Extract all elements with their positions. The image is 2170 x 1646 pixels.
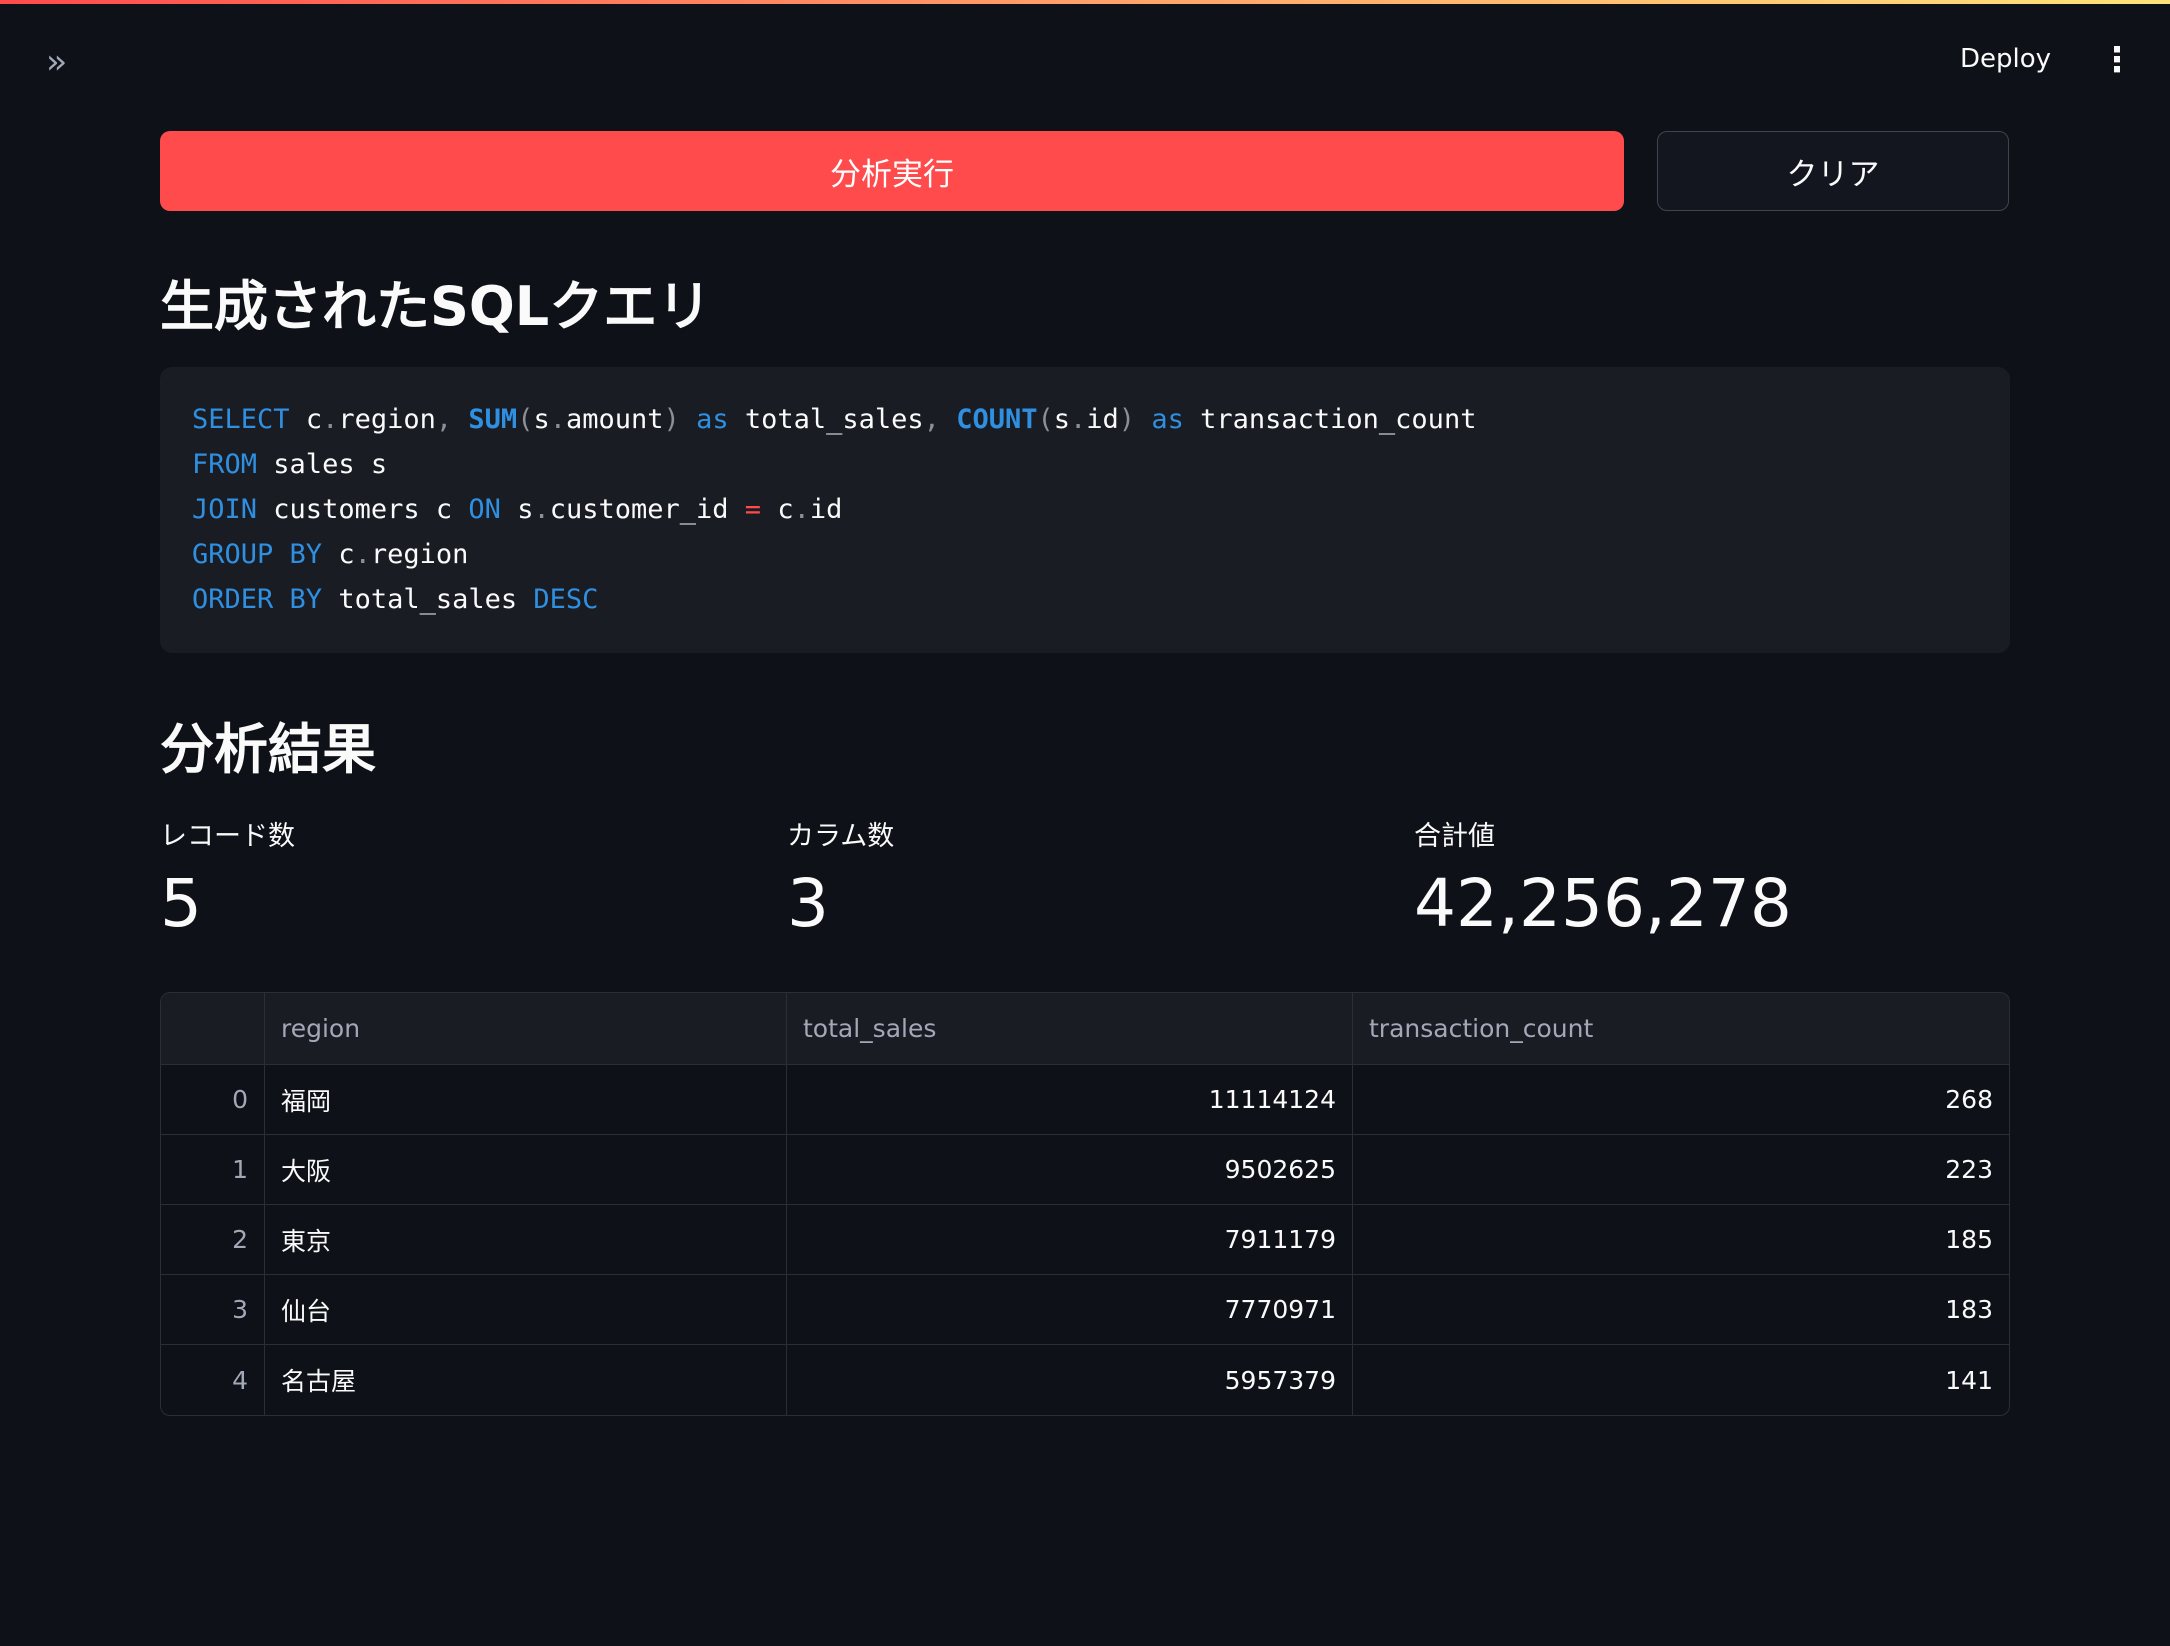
- cell-region[interactable]: 大阪: [265, 1135, 787, 1205]
- code-line: SELECT c.region, SUM(s.amount) as total_…: [192, 404, 1477, 435]
- cell-region[interactable]: 福岡: [265, 1065, 787, 1135]
- cell-total-sales[interactable]: 7770971: [787, 1275, 1353, 1345]
- row-index[interactable]: 2: [161, 1205, 265, 1275]
- column-header-index[interactable]: [161, 993, 265, 1065]
- cell-region[interactable]: 東京: [265, 1205, 787, 1275]
- double-chevron-right-icon[interactable]: ››: [46, 42, 67, 82]
- code-line: FROM sales s: [192, 449, 388, 480]
- sql-code-block: SELECT c.region, SUM(s.amount) as total_…: [160, 367, 2010, 653]
- table-row[interactable]: 1 大阪 9502625 223: [161, 1135, 2009, 1205]
- metric-value: 5: [160, 865, 202, 942]
- cell-total-sales[interactable]: 11114124: [787, 1065, 1353, 1135]
- cell-transaction-count[interactable]: 183: [1353, 1275, 2009, 1345]
- column-header-region[interactable]: region: [265, 993, 787, 1065]
- row-index[interactable]: 1: [161, 1135, 265, 1205]
- cell-total-sales[interactable]: 7911179: [787, 1205, 1353, 1275]
- top-decoration-bar: [0, 0, 2170, 4]
- cell-region[interactable]: 仙台: [265, 1275, 787, 1345]
- code-line: ORDER BY total_sales DESC: [192, 584, 599, 615]
- cell-transaction-count[interactable]: 223: [1353, 1135, 2009, 1205]
- results-table[interactable]: region total_sales transaction_count 0 福岡…: [160, 992, 2010, 1416]
- column-header-transaction-count[interactable]: transaction_count: [1353, 993, 2009, 1065]
- table-row[interactable]: 0 福岡 11114124 268: [161, 1065, 2009, 1135]
- metric-total: 合計値 42,256,278: [1414, 814, 1792, 942]
- results-title: 分析結果: [160, 718, 376, 781]
- metric-label: レコード数: [160, 821, 295, 852]
- cell-total-sales[interactable]: 5957379: [787, 1345, 1353, 1415]
- metric-value: 42,256,278: [1414, 865, 1792, 942]
- cell-region[interactable]: 名古屋: [265, 1345, 787, 1415]
- sql-section-title: 生成されたSQLクエリ: [160, 275, 712, 338]
- metric-value: 3: [787, 865, 829, 942]
- cell-total-sales[interactable]: 9502625: [787, 1135, 1353, 1205]
- cell-transaction-count[interactable]: 141: [1945, 1365, 1993, 1395]
- column-header-total-sales[interactable]: total_sales: [787, 993, 1353, 1065]
- deploy-button[interactable]: Deploy: [1960, 44, 2052, 74]
- table-header-row: region total_sales transaction_count: [161, 993, 2009, 1065]
- table-row[interactable]: 2 東京 7911179 185: [161, 1205, 2009, 1275]
- metric-label: カラム数: [787, 821, 895, 852]
- code-line: JOIN customers c ON s.customer_id = c.id: [192, 494, 843, 525]
- clear-button[interactable]: クリア: [1657, 131, 2009, 211]
- row-index[interactable]: 4: [161, 1345, 265, 1415]
- metric-label: 合計値: [1414, 821, 1495, 852]
- table-row[interactable]: 3 仙台 7770971 183: [161, 1275, 2009, 1345]
- metric-column-count: カラム数 3: [787, 814, 894, 942]
- table-row[interactable]: 4 名古屋 5957379 141: [161, 1345, 2009, 1415]
- run-analysis-button[interactable]: 分析実行: [160, 131, 1624, 211]
- cell-transaction-count[interactable]: 268: [1353, 1065, 2009, 1135]
- row-index[interactable]: 0: [161, 1065, 265, 1135]
- code-line: GROUP BY c.region: [192, 539, 469, 570]
- row-index[interactable]: 3: [161, 1275, 265, 1345]
- vertical-ellipsis-icon[interactable]: ⋮: [2100, 40, 2134, 80]
- cell-transaction-count[interactable]: 185: [1353, 1205, 2009, 1275]
- metric-record-count: レコード数 5: [160, 814, 295, 942]
